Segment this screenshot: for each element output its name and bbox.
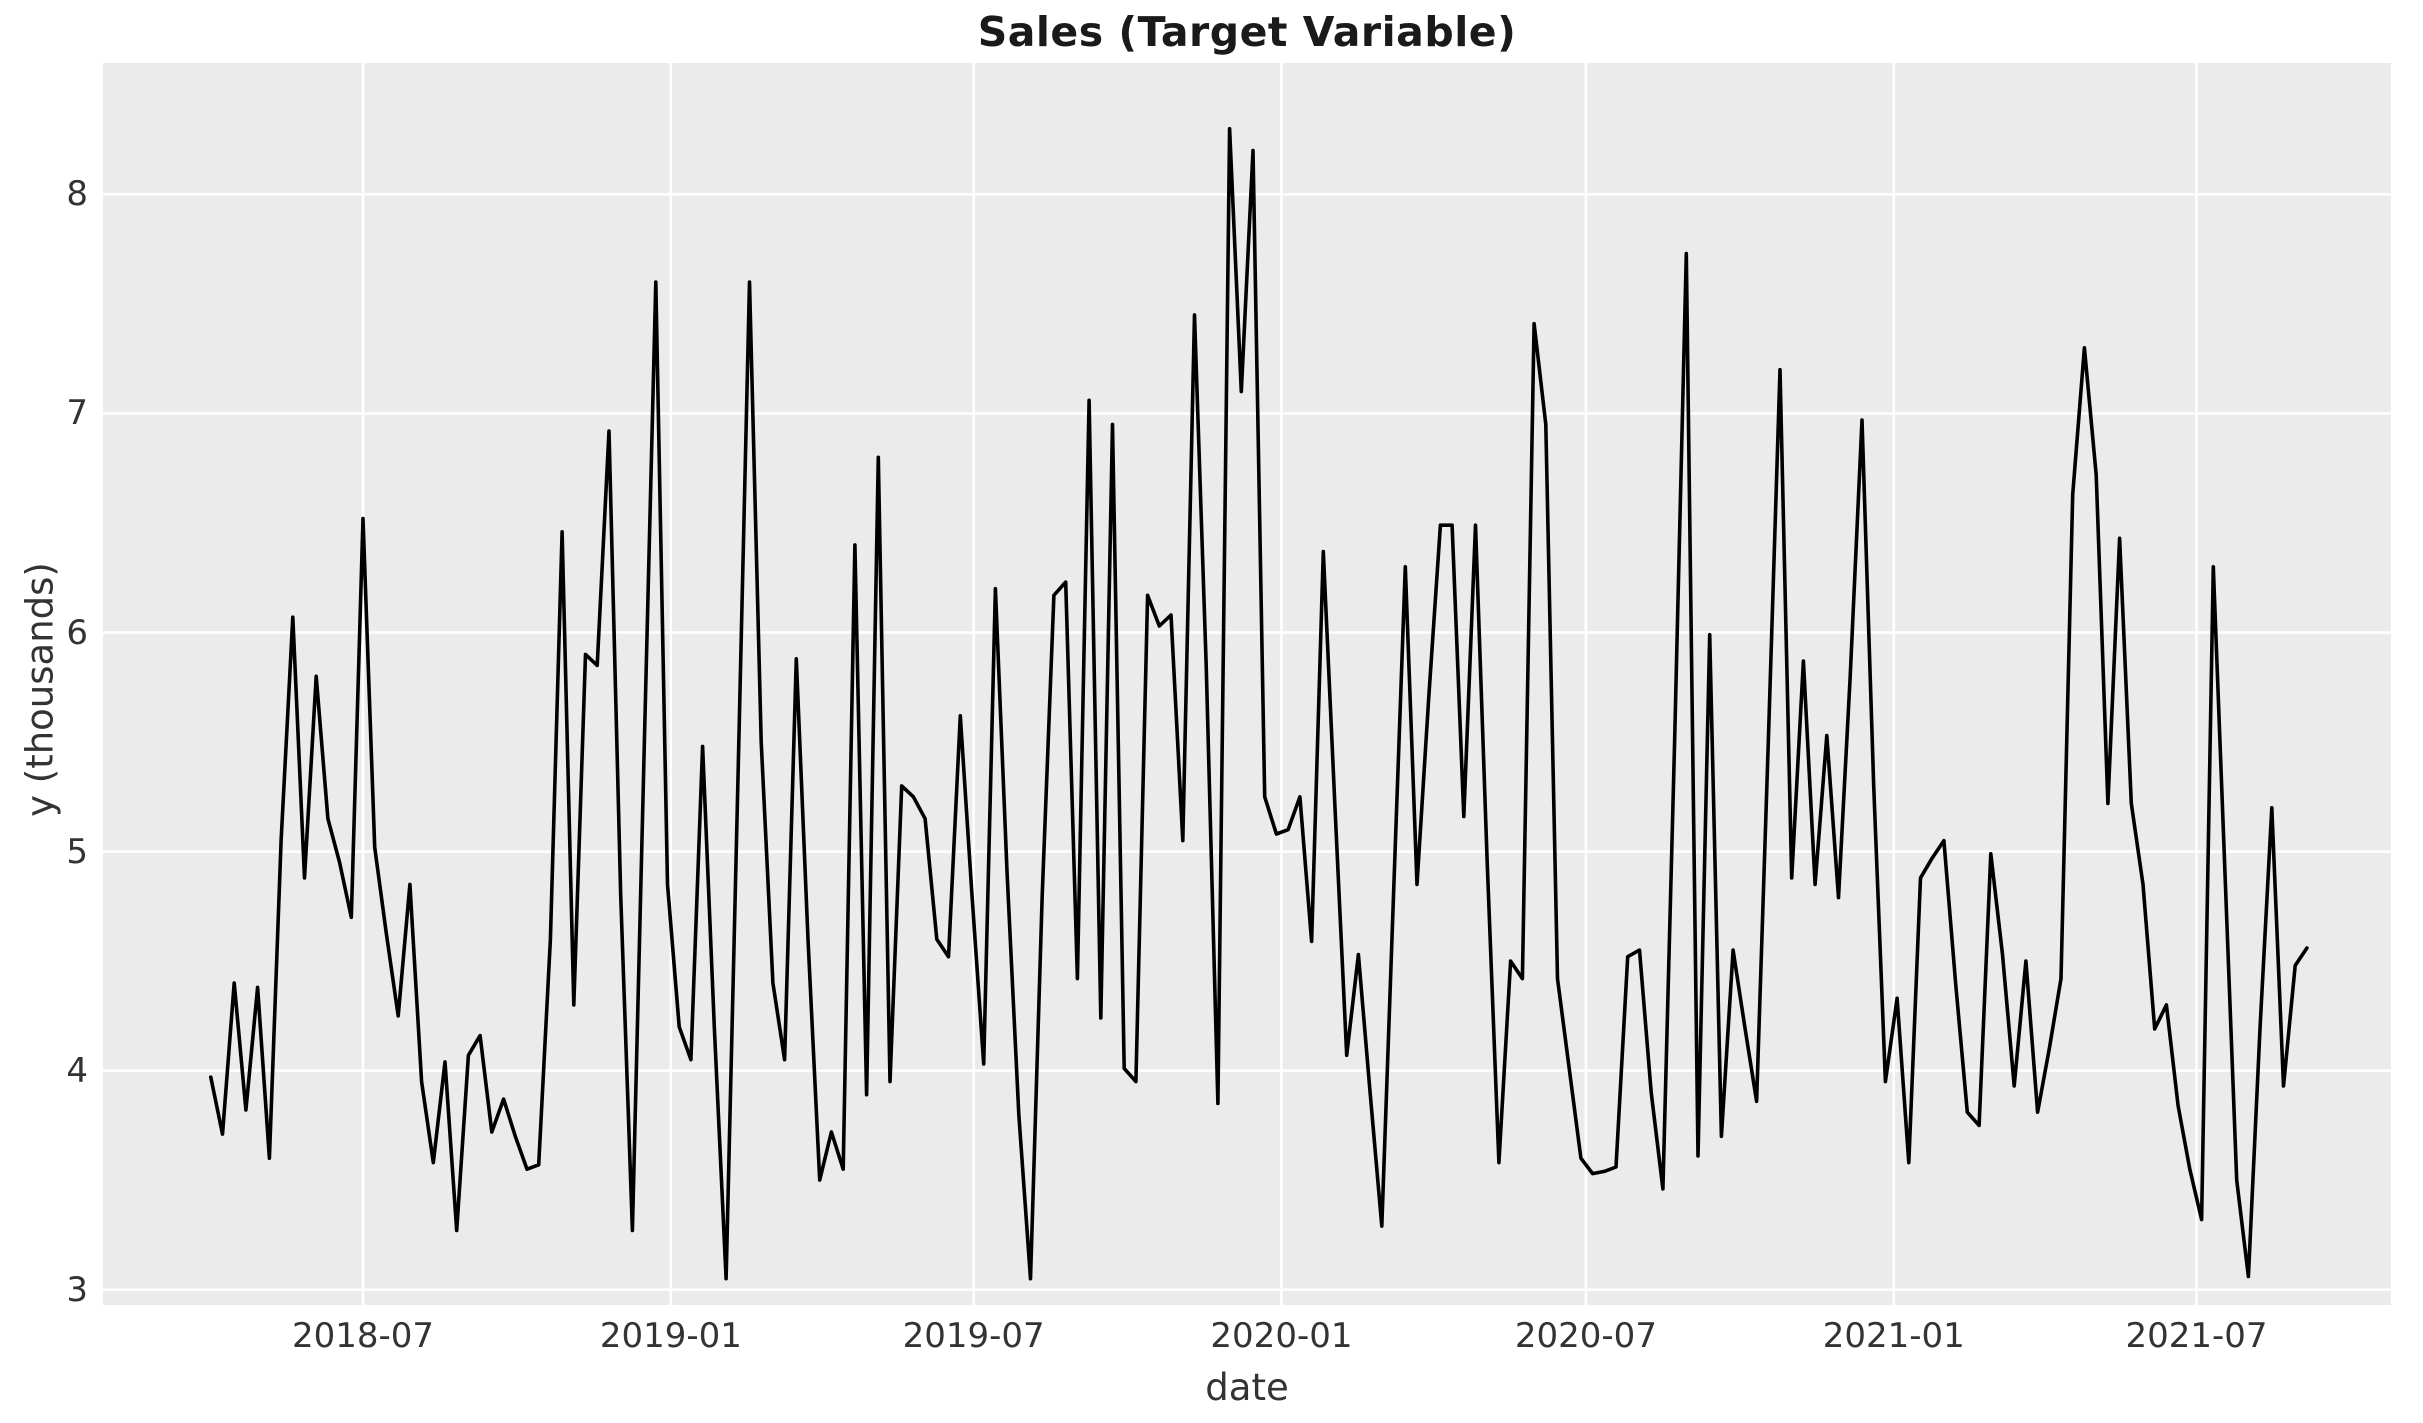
x-tick-label: 2019-07 bbox=[902, 1316, 1045, 1356]
sales-data-line bbox=[209, 126, 2309, 1281]
chart-title: Sales (Target Variable) bbox=[977, 8, 1517, 56]
x-tick-label: 2021-01 bbox=[1822, 1316, 1965, 1356]
x-axis-label: date bbox=[1205, 1366, 1289, 1409]
y-tick-label: 5 bbox=[66, 831, 88, 872]
x-tick-label: 2020-07 bbox=[1514, 1316, 1657, 1356]
y-tick-label: 7 bbox=[66, 393, 88, 434]
x-tick-label: 2020-01 bbox=[1210, 1316, 1353, 1356]
x-tick-label: 2018-07 bbox=[292, 1316, 435, 1356]
y-tick-label: 3 bbox=[66, 1269, 88, 1310]
x-tick-label: 2021-07 bbox=[2125, 1316, 2268, 1356]
y-tick-label: 4 bbox=[66, 1050, 88, 1091]
x-tick-label: 2019-01 bbox=[599, 1316, 742, 1356]
y-tick-label: 6 bbox=[66, 612, 88, 653]
y-tick-label: 8 bbox=[66, 174, 88, 215]
